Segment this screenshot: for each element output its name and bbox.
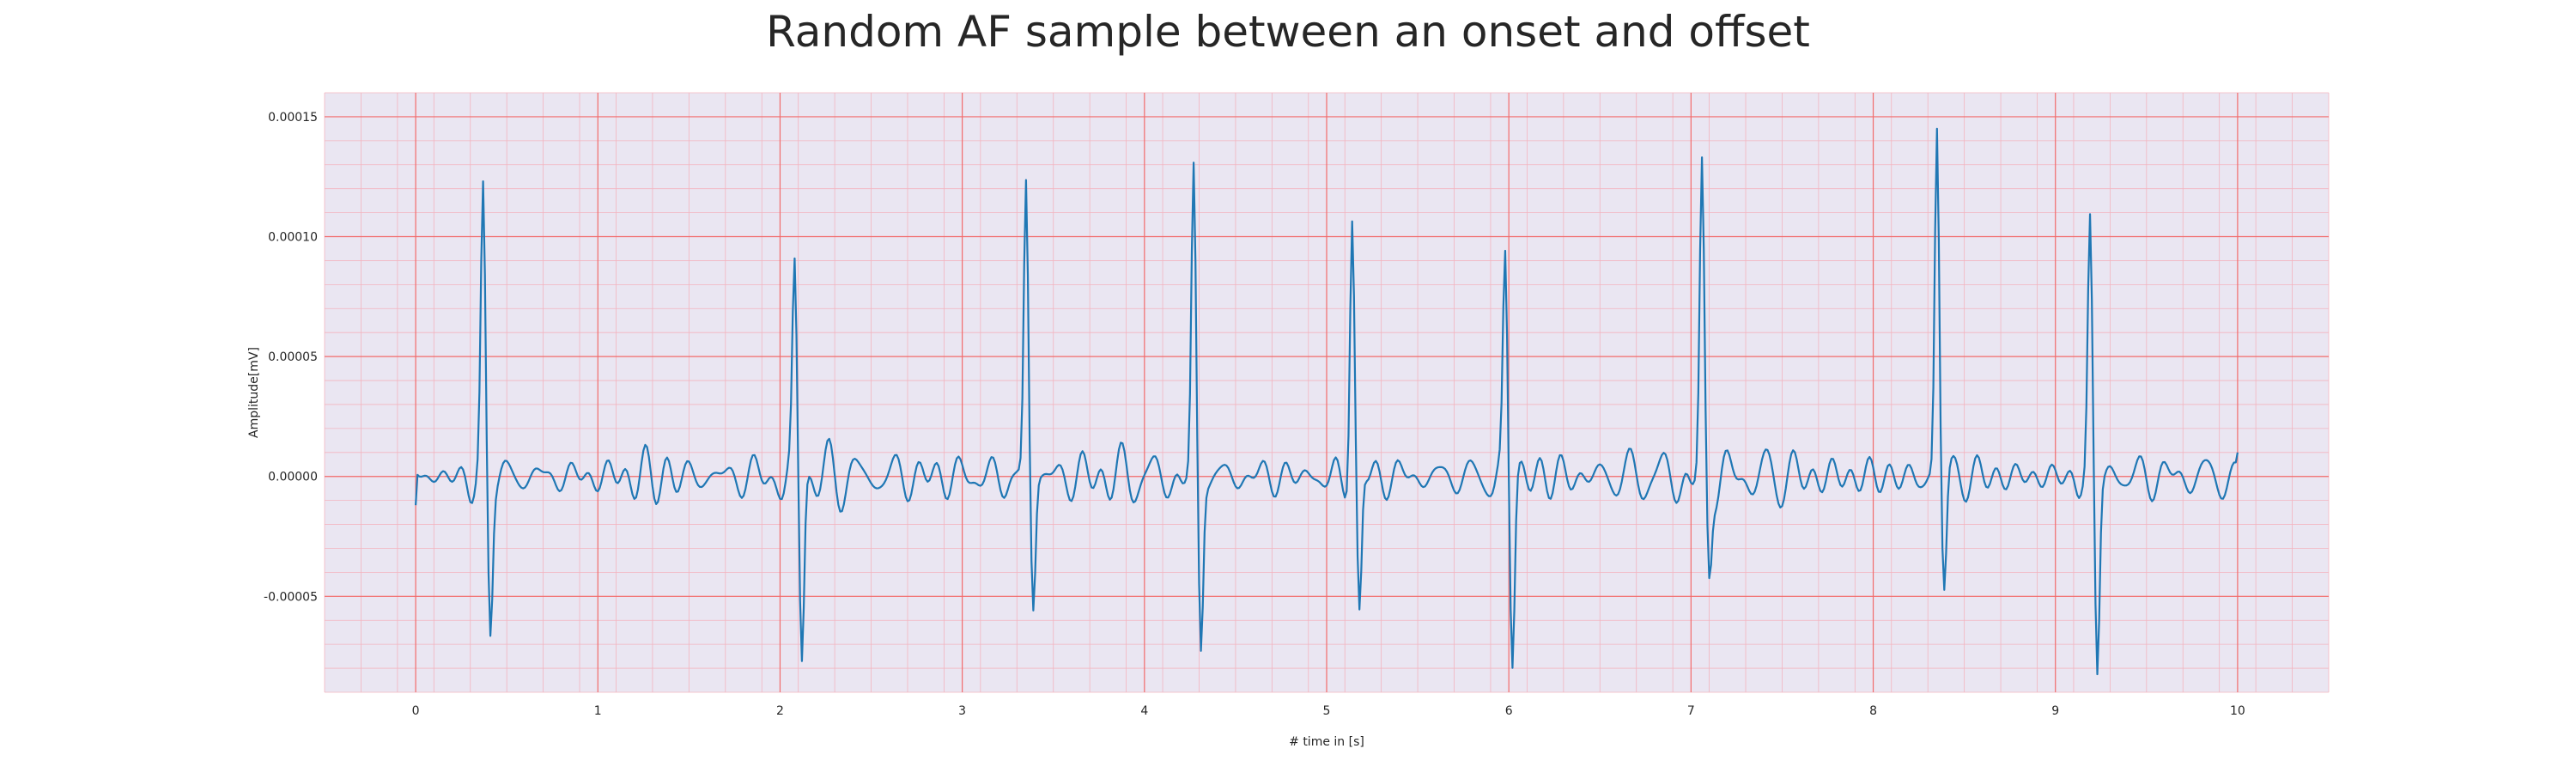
chart-title: Random AF sample between an onset and of…	[766, 7, 1810, 57]
y-tick-label: 0.00015	[268, 111, 318, 125]
x-tick-label: 0	[412, 704, 420, 718]
x-axis-ticks: 0 1 2 3 4 5 6 7 8 9 10	[412, 704, 2245, 718]
x-tick-label: 7	[1687, 704, 1695, 718]
x-tick-label: 6	[1505, 704, 1513, 718]
y-axis-ticks: -0.00005 0.00000 0.00005 0.00010 0.00015	[264, 111, 318, 604]
x-tick-label: 2	[776, 704, 784, 718]
x-tick-label: 4	[1140, 704, 1148, 718]
x-tick-label: 8	[1869, 704, 1877, 718]
x-tick-label: 9	[2051, 704, 2059, 718]
x-tick-label: 10	[2230, 704, 2245, 718]
y-tick-label: 0.00005	[268, 350, 318, 364]
y-tick-label: 0.00010	[268, 231, 318, 245]
series-line-af-sample	[414, 127, 2239, 676]
major-grid	[325, 93, 2329, 692]
x-axis-label: # time in [s]	[1289, 735, 1364, 749]
y-axis-label: Amplitude[mV]	[247, 347, 261, 438]
x-tick-label: 3	[958, 704, 966, 718]
x-tick-label: 1	[594, 704, 602, 718]
x-tick-label: 5	[1323, 704, 1331, 718]
y-tick-label: -0.00005	[264, 590, 318, 604]
y-tick-label: 0.00000	[268, 471, 318, 484]
